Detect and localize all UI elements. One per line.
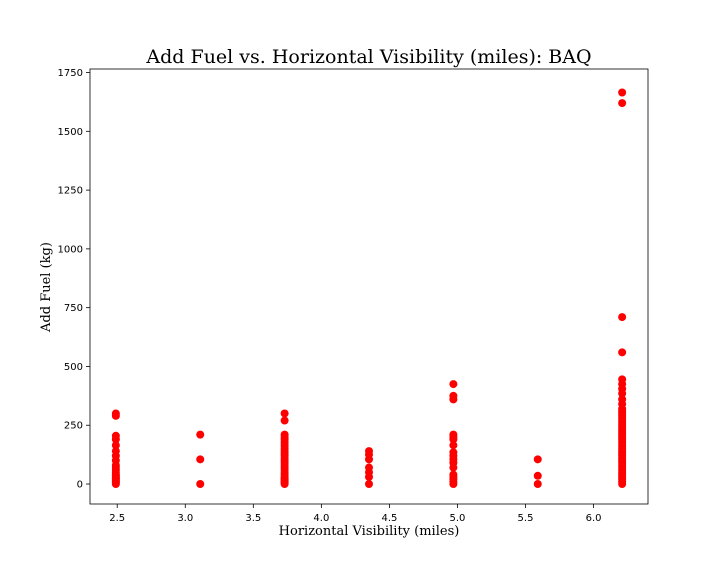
x-axis-label: Horizontal Visibility (miles) [279,524,460,539]
x-tick-label: 4.0 [313,513,329,524]
data-point [365,480,373,489]
data-point [449,391,458,400]
data-point [365,463,373,472]
data-point [196,430,205,439]
data-point [449,448,458,457]
data-point [618,348,627,357]
data-point [196,480,205,489]
data-point [533,480,542,489]
data-point [365,447,373,456]
data-point [280,430,289,439]
data-point [618,395,627,404]
x-tick-label: 3.5 [245,513,261,524]
y-tick-label: 1250 [58,186,83,197]
data-point [111,447,120,456]
data-point [449,470,458,479]
y-tick-label: 500 [64,362,83,373]
data-point [533,471,542,480]
data-point [196,455,205,464]
data-point [449,441,458,450]
plot-frame [89,68,649,505]
data-point [111,409,120,418]
data-point [280,416,289,425]
data-point [111,441,120,450]
y-tick-label: 1000 [58,244,83,255]
y-axis-label: Add Fuel (kg) [39,242,54,333]
y-axis-ticks: 0 250 500 750 1000 1250 1500 1750 [58,68,90,491]
y-tick-label: 1500 [58,127,83,138]
x-tick-label: 2.5 [109,513,125,524]
x-tick-label: 6.0 [586,513,602,524]
data-point [618,99,627,108]
data-point [533,455,542,464]
chart-title: Add Fuel vs. Horizontal Visibility (mile… [145,46,591,68]
x-tick-label: 3.0 [177,513,193,524]
x-axis-ticks: 2.5 3.0 3.5 4.0 4.5 5.0 5.5 6.0 [109,504,602,524]
y-tick-label: 1750 [58,68,83,79]
data-point [618,88,627,97]
data-point [618,375,627,384]
x-tick-label: 5.0 [450,513,466,524]
x-tick-label: 4.5 [381,513,397,524]
y-tick-label: 0 [77,480,83,491]
y-tick-label: 250 [64,421,83,432]
data-point [618,313,627,322]
data-point [449,380,458,389]
data-point [280,409,289,418]
y-tick-label: 750 [64,303,83,314]
x-tick-label: 5.5 [518,513,534,524]
data-point [449,430,458,439]
data-points [111,88,627,489]
data-point [111,431,120,440]
